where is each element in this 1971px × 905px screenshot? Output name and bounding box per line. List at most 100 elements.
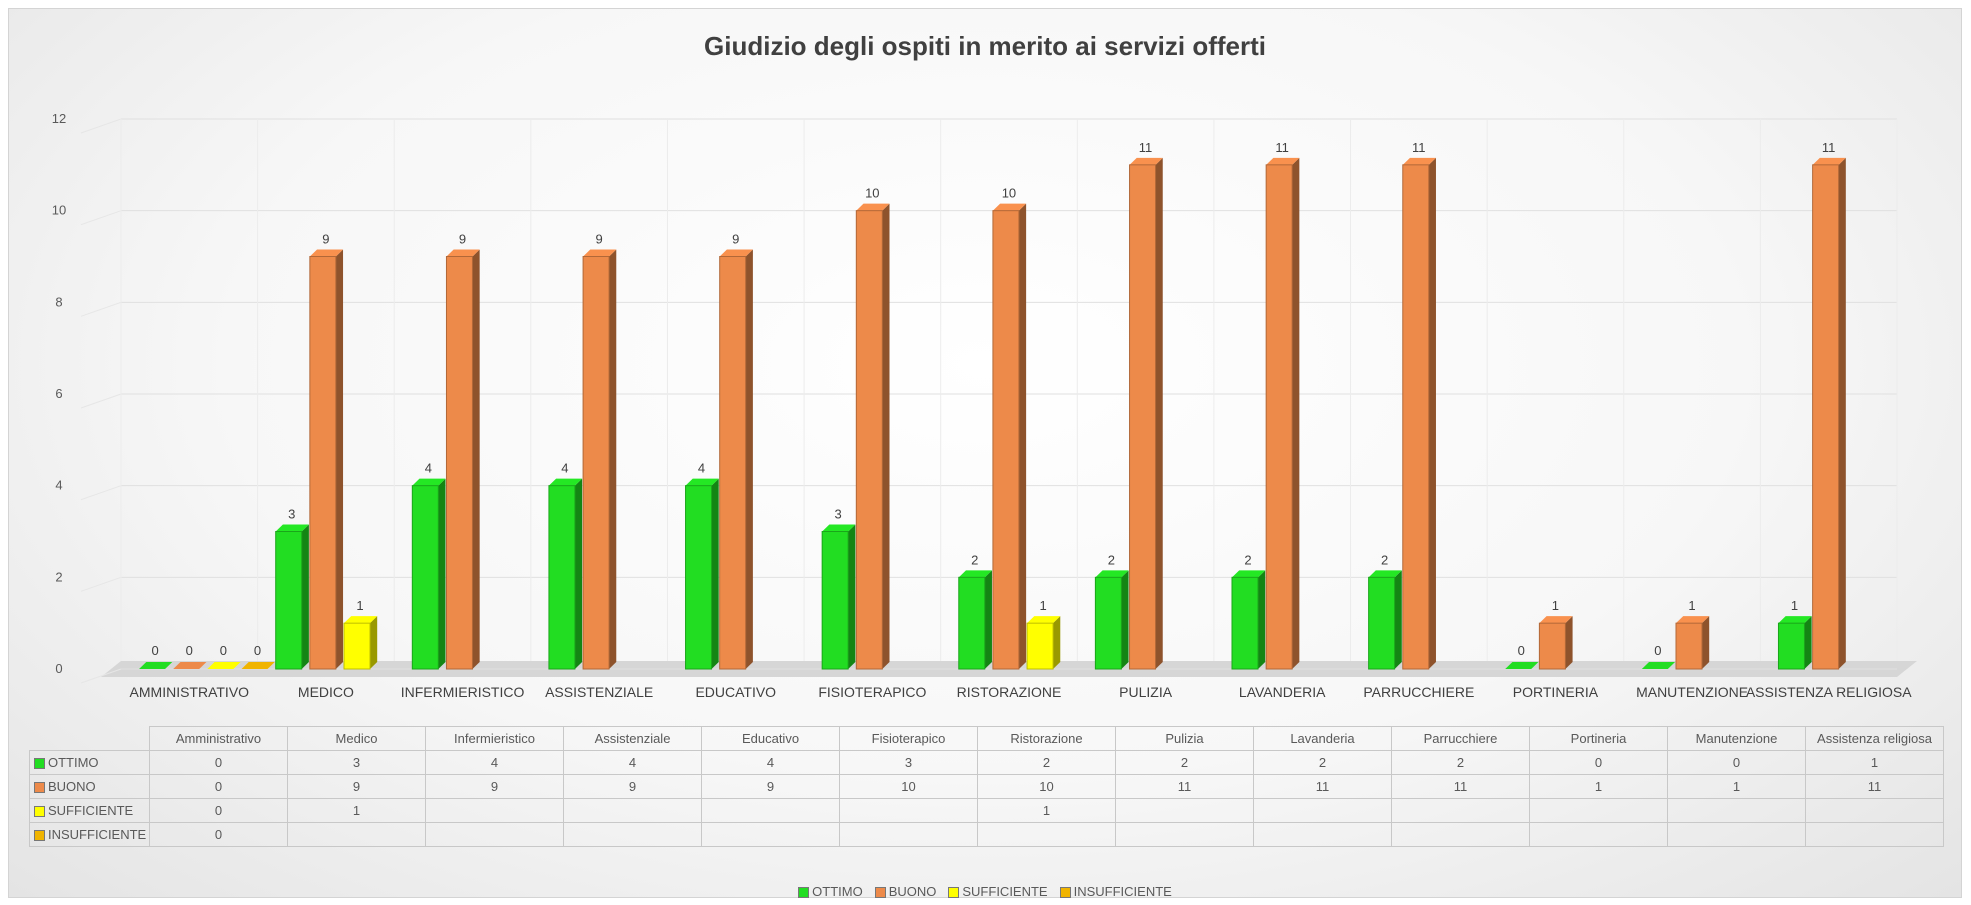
table-cell: 2	[1253, 750, 1392, 775]
table-column-header: Assistenza religiosa	[1805, 726, 1944, 751]
data-label-buono-parrucchiere: 11	[1412, 140, 1426, 155]
y-tick-label: 10	[52, 203, 66, 218]
table-cell	[287, 822, 426, 847]
table-cell	[1115, 822, 1254, 847]
bar-buono-manutenzione	[1675, 616, 1710, 670]
table-column-header: Pulizia	[1115, 726, 1254, 751]
data-label-buono-manutenzione: 1	[1688, 598, 1695, 613]
data-label-sufficiente-ristorazione: 1	[1039, 598, 1046, 613]
table-cell: 11	[1253, 774, 1392, 799]
chart-title: Giudizio degli ospiti in merito ai servi…	[704, 31, 1266, 61]
table-cell: 3	[287, 750, 426, 775]
table-cell	[1805, 822, 1944, 847]
legend-item-sufficiente: SUFFICIENTE	[948, 884, 1048, 899]
table-column-header: Amministrativo	[149, 726, 288, 751]
data-label-insufficiente-amministrativo: 0	[254, 643, 261, 658]
table-cell	[1667, 822, 1806, 847]
table-column-header: Parrucchiere	[1391, 726, 1530, 751]
category-label: INFERMIERISTICO	[401, 684, 525, 700]
category-label: LAVANDERIA	[1239, 684, 1326, 700]
series-key-swatch	[34, 758, 45, 770]
bar-buono-portineria	[1538, 616, 1573, 670]
table-cell	[1805, 798, 1944, 823]
table-cell: 11	[1805, 774, 1944, 799]
table-cell: 4	[563, 750, 702, 775]
table-cell	[1115, 798, 1254, 823]
table-cell	[425, 798, 564, 823]
bar-buono-amministrativo	[173, 662, 207, 669]
table-cell: 11	[1391, 774, 1530, 799]
category-label: RISTORAZIONE	[957, 684, 1062, 700]
y-tick-label: 8	[55, 294, 62, 309]
table-cell	[1529, 822, 1668, 847]
table-cell: 0	[149, 822, 288, 847]
data-label-ottimo-educativo: 4	[698, 461, 705, 476]
table-cell	[839, 798, 978, 823]
table-cell: 3	[839, 750, 978, 775]
legend-swatch	[948, 887, 960, 899]
table-row-header: OTTIMO	[29, 750, 150, 775]
table-cell: 0	[1667, 750, 1806, 775]
table-row: OTTIMO 0 3 4 4 4 3 2 2 2 2 0 0 1	[29, 750, 1944, 775]
data-label-ottimo-parrucchiere: 2	[1381, 552, 1388, 567]
data-label-buono-amministrativo: 0	[186, 643, 193, 658]
table-cell	[425, 822, 564, 847]
table-cell: 11	[1115, 774, 1254, 799]
category-label: ASSISTENZIALE	[545, 684, 653, 700]
bar-ottimo-infermieristico	[411, 478, 446, 670]
data-label-buono-assistenza-religiosa: 11	[1822, 140, 1836, 155]
gridline-side	[80, 301, 122, 317]
table-cell: 4	[425, 750, 564, 775]
bar-ottimo-manutenzione	[1641, 662, 1676, 669]
bar-buono-assistenza-religiosa	[1812, 157, 1846, 670]
table-corner	[29, 726, 150, 751]
gridline-side	[80, 118, 122, 134]
bar-buono-lavanderia	[1265, 157, 1300, 670]
data-label-ottimo-medico: 3	[288, 507, 295, 522]
bar-buono-medico	[309, 249, 344, 670]
data-label-ottimo-amministrativo: 0	[151, 643, 158, 658]
data-label-buono-pulizia: 11	[1139, 140, 1153, 155]
table-cell: 1	[1667, 774, 1806, 799]
gridline-side	[80, 668, 122, 684]
table-row-header: SUFFICIENTE	[29, 798, 150, 823]
data-label-sufficiente-amministrativo: 0	[220, 643, 227, 658]
gridline-side	[80, 576, 122, 592]
bar-sufficiente-amministrativo	[207, 662, 241, 669]
legend-item-buono: BUONO	[874, 884, 936, 899]
bar-ottimo-assistenziale	[548, 478, 583, 670]
table-cell: 0	[1529, 750, 1668, 775]
bar-ottimo-amministrativo	[139, 662, 173, 669]
bar-buono-assistenziale	[582, 249, 617, 670]
table-cell: 1	[287, 798, 426, 823]
bar-buono-ristorazione	[992, 203, 1027, 670]
table-cell	[701, 822, 840, 847]
data-label-ottimo-pulizia: 2	[1108, 552, 1115, 567]
bar-buono-pulizia	[1129, 157, 1163, 670]
bar-sufficiente-ristorazione	[1026, 616, 1061, 670]
data-label-buono-fisioterapico: 10	[865, 186, 879, 201]
data-label-ottimo-manutenzione: 0	[1654, 643, 1661, 658]
category-label: FISIOTERAPICO	[818, 684, 926, 700]
table-cell: 9	[287, 774, 426, 799]
legend-label: SUFFICIENTE	[962, 884, 1048, 899]
bar-buono-educativo	[719, 249, 753, 670]
table-column-header: Fisioterapico	[839, 726, 978, 751]
bar-ottimo-ristorazione	[958, 570, 992, 670]
category-label: MEDICO	[298, 684, 354, 700]
gridline-side	[80, 485, 122, 501]
table-column-header: Medico	[287, 726, 426, 751]
bar-buono-infermieristico	[445, 249, 480, 670]
table-column-header: Ristorazione	[977, 726, 1116, 751]
data-label-ottimo-fisioterapico: 3	[835, 507, 842, 522]
table-cell	[977, 822, 1116, 847]
table-cell: 0	[149, 774, 288, 799]
chart-frame: Giudizio degli ospiti in merito ai servi…	[8, 8, 1962, 899]
table-cell: 0	[149, 798, 288, 823]
legend-label: OTTIMO	[812, 884, 863, 899]
data-label-buono-ristorazione: 10	[1002, 186, 1016, 201]
table-column-header: Assistenziale	[563, 726, 702, 751]
series-key-swatch	[34, 782, 45, 794]
table-cell: 4	[701, 750, 840, 775]
